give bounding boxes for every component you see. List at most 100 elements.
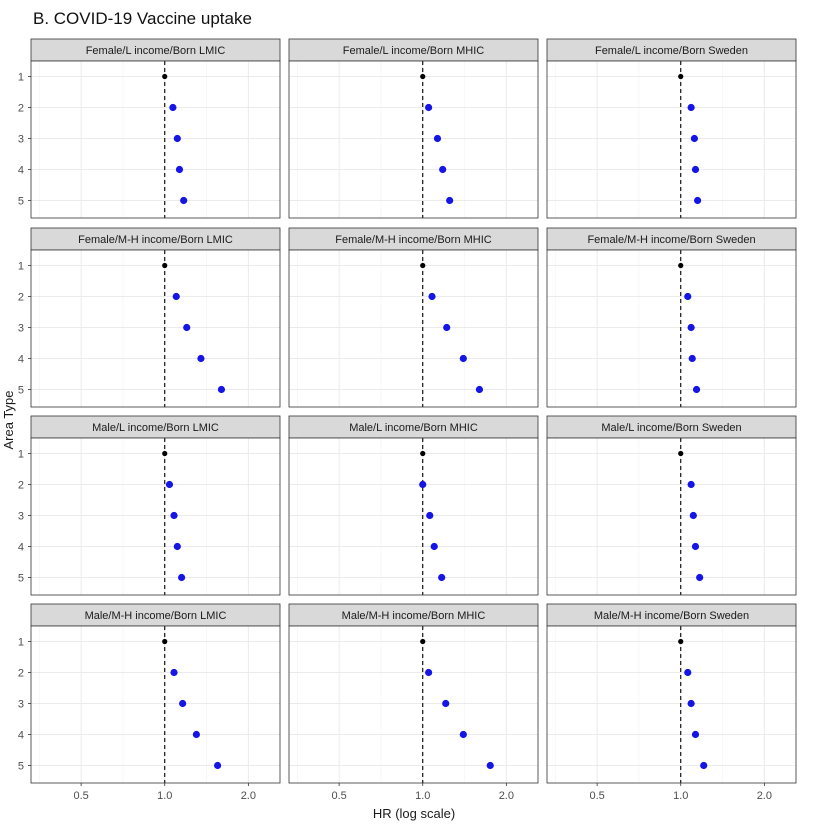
panel-border (288, 437, 539, 596)
hr-point (170, 668, 178, 677)
x-tick-label: 0.5 (331, 790, 346, 802)
reference-point (162, 262, 168, 269)
reference-point (420, 73, 426, 80)
facet-strip-label: Male/M-H income/Born MHIC (342, 610, 486, 622)
panel-border (546, 249, 797, 408)
hr-point (425, 668, 433, 677)
reference-point (678, 262, 684, 269)
y-tick-label: 3 (18, 511, 24, 523)
hr-point (173, 134, 181, 143)
panel-border (30, 437, 281, 596)
y-tick-label: 2 (18, 103, 24, 115)
x-tick-label: 1.0 (157, 790, 172, 802)
hr-point (691, 542, 700, 551)
panel-background (289, 250, 538, 407)
hr-point (180, 196, 188, 205)
hr-point (687, 323, 695, 332)
facet-strip-label: Male/L income/Born Sweden (601, 422, 741, 434)
hr-point (217, 385, 226, 394)
panel-border (30, 625, 281, 784)
panel-border (546, 437, 797, 596)
y-tick-label: 4 (18, 165, 24, 177)
facet-panel: Male/M-H income/Born MHIC 0.5 1.0 2.0 (288, 603, 539, 802)
hr-point (691, 730, 700, 739)
hr-point (690, 134, 699, 143)
hr-point (486, 761, 494, 770)
facet-strip-label: Female/M-H income/Born LMIC (78, 234, 233, 246)
hr-point (684, 292, 692, 301)
facet-panel: Female/M-H income/Born MHIC (288, 227, 539, 408)
facet-strip-label: Male/L income/Born MHIC (349, 422, 478, 434)
panel-background (547, 61, 796, 218)
hr-point (433, 134, 442, 143)
reference-point (162, 638, 168, 645)
facet-strip-label: Female/L income/Born MHIC (343, 45, 484, 57)
y-tick-label: 5 (18, 385, 24, 397)
facet-panel: Female/M-H income/Born LMIC 1 2 3 4 5 (18, 227, 281, 408)
panel-background (547, 626, 796, 783)
reference-point (678, 638, 684, 645)
panel-border (30, 249, 281, 408)
facet-panel: Male/L income/Born Sweden (546, 415, 797, 596)
y-tick-label: 3 (18, 134, 24, 146)
hr-point (442, 699, 450, 708)
facet-panel: Male/L income/Born MHIC (288, 415, 539, 596)
panel-background (31, 438, 280, 595)
y-tick-label: 5 (18, 196, 24, 208)
reference-point (420, 450, 426, 457)
hr-point (425, 103, 433, 112)
facet-panel: Female/L income/Born MHIC (288, 38, 539, 219)
hr-point (687, 699, 695, 708)
reference-point (162, 450, 168, 457)
hr-point (696, 573, 704, 582)
hr-point (688, 354, 696, 363)
panel-border (288, 60, 539, 219)
hr-point (693, 196, 702, 205)
facet-panel: Female/L income/Born LMIC 1 2 3 4 5 (18, 38, 281, 219)
panel-border (546, 60, 797, 219)
panel-background (31, 61, 280, 218)
panel-background (31, 626, 280, 783)
facet-panel: Male/L income/Born LMIC 1 2 3 4 5 (18, 415, 281, 596)
hr-point (459, 730, 467, 739)
hr-point (183, 323, 191, 332)
panel-border (288, 249, 539, 408)
facet-strip-label: Female/L income/Born LMIC (86, 45, 226, 57)
facet-strip-label: Male/M-H income/Born LMIC (85, 610, 227, 622)
hr-point (443, 323, 451, 332)
hr-point (177, 573, 186, 582)
hr-point (165, 480, 174, 489)
x-tick-label: 1.0 (415, 790, 430, 802)
hr-point (689, 511, 697, 520)
panel-background (547, 250, 796, 407)
x-tick-label: 0.5 (73, 790, 88, 802)
hr-point (700, 761, 708, 770)
hr-point (438, 573, 446, 582)
chart-title: B. COVID-19 Vaccine uptake (33, 9, 252, 28)
hr-point (692, 385, 701, 394)
facet-strip-label: Female/M-H income/Born Sweden (587, 234, 755, 246)
x-tick-label: 2.0 (499, 790, 514, 802)
y-tick-label: 4 (18, 354, 24, 366)
x-tick-label: 0.5 (589, 790, 604, 802)
hr-point (691, 165, 700, 174)
hr-point (687, 480, 695, 489)
hr-point (214, 761, 222, 770)
hr-point (439, 165, 447, 174)
hr-point (173, 542, 181, 551)
y-tick-label: 5 (18, 573, 24, 585)
panel-border (288, 625, 539, 784)
x-tick-label: 1.0 (673, 790, 688, 802)
hr-point (446, 196, 454, 205)
hr-point (197, 354, 205, 363)
hr-point (419, 480, 427, 489)
hr-point (428, 292, 436, 301)
facet-panel: Male/M-H income/Born Sweden 0.5 1.0 2.0 (546, 603, 797, 802)
panel-background (31, 250, 280, 407)
y-tick-label: 3 (18, 699, 24, 711)
hr-point (687, 103, 695, 112)
hr-point (170, 511, 178, 520)
y-tick-label: 1 (18, 72, 24, 84)
facet-panel: Male/M-H income/Born LMIC 1 2 3 4 5 0.5 1.0 2.0 (18, 603, 281, 802)
